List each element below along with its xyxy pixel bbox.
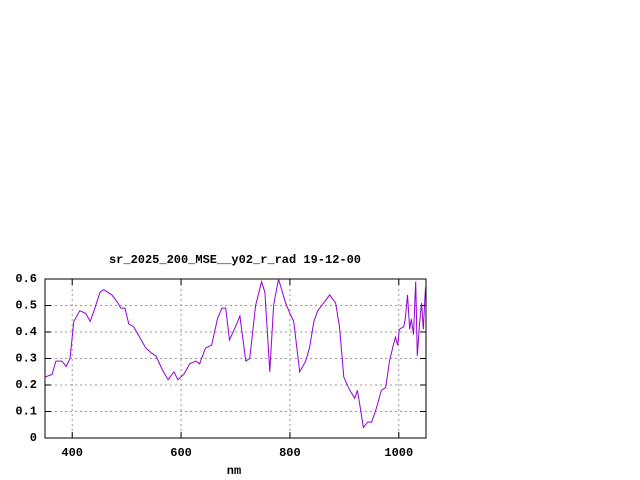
x-tick-label: 400 <box>61 446 83 460</box>
chart-title: sr_2025_200_MSE__y02_r_rad 19-12-00 <box>109 253 361 267</box>
y-tick-label: 0.2 <box>15 378 37 392</box>
y-tick-label: 0.5 <box>15 299 37 313</box>
y-tick-label: 0.6 <box>15 272 37 286</box>
y-tick-label: 0.3 <box>15 352 37 366</box>
plot-frame <box>44 278 427 439</box>
x-tick-label: 600 <box>170 446 192 460</box>
y-tick-label: 0.1 <box>15 405 37 419</box>
y-tick-label: 0 <box>30 431 37 445</box>
y-tick-label: 0.4 <box>15 325 37 339</box>
data-line <box>44 278 426 429</box>
x-axis-label: nm <box>227 464 241 478</box>
x-tick-label: 800 <box>279 446 301 460</box>
x-tick-label: 1000 <box>384 446 413 460</box>
